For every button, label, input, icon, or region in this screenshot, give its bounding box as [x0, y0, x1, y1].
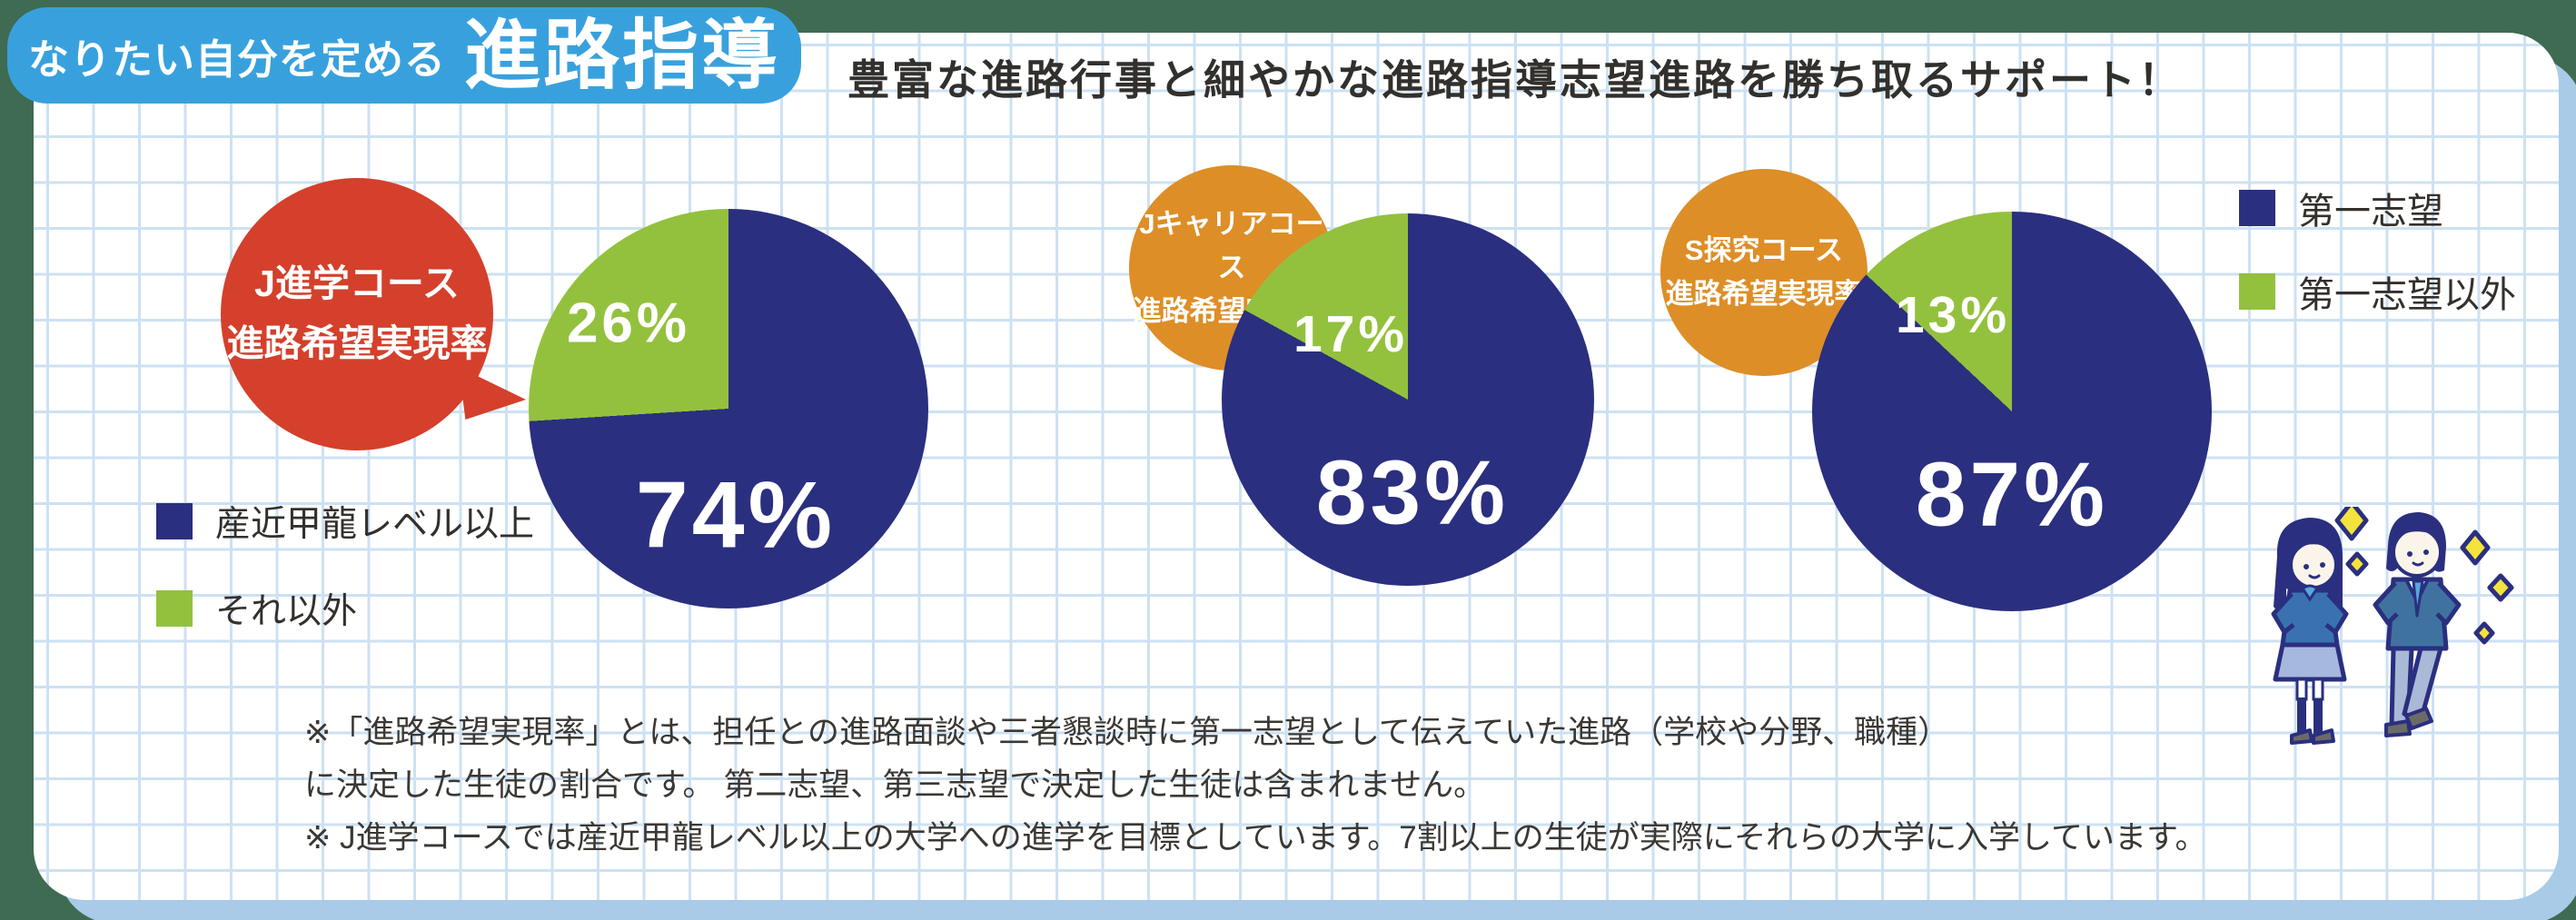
legend-swatch-green [156, 590, 193, 627]
badge-subtitle: なりたい自分を定める [27, 35, 446, 83]
pie-value-minor: 13% [1895, 286, 2011, 344]
callout-line: S探究コース [1684, 233, 1844, 266]
legend-label: 産近甲龍レベル以上 [215, 505, 535, 544]
legend-swatch-green [2239, 273, 2275, 310]
footnote-line: ※ J進学コースでは産近甲龍レベル以上の大学への進学を目標としています。7割以上… [304, 820, 2207, 856]
pie-chart-s-tankyu: 87% 13% [1812, 212, 2212, 611]
section-badge: なりたい自分を定める 進路指導 [7, 7, 801, 104]
callout-line: 進路希望実現率 [226, 322, 488, 364]
legend-item: 産近甲龍レベル以上 [156, 496, 534, 547]
callout-line: Jキャリアコース [1139, 207, 1324, 283]
footnote-line: ※「進路希望実現率」とは、担任との進路面談や三者懇談時に第一志望として伝えていた… [304, 715, 1950, 750]
callout-j-shingaku: J進学コース 進路希望実現率 [221, 178, 526, 450]
footnotes: ※「進路希望実現率」とは、担任との進路面談や三者懇談時に第一志望として伝えていた… [304, 707, 2206, 865]
legend-label: 第一志望以外 [2298, 275, 2516, 315]
legend-swatch-navy [156, 503, 193, 539]
badge-title: 進路指導 [464, 13, 781, 98]
students-illustration [2271, 507, 2514, 745]
pie-chart-j-shingaku: 74% 26% [529, 209, 928, 608]
callout-line: 進路希望実現率 [1665, 278, 1863, 310]
pie-value-minor: 17% [1293, 305, 1409, 363]
pie-value-major: 83% [1315, 441, 1510, 544]
legend-right: 第一志望 第一志望以外 [2239, 182, 2516, 318]
legend-label: 第一志望 [2298, 192, 2443, 232]
girl-figure [2271, 518, 2349, 745]
legend-item: 第一志望以外 [2239, 265, 2516, 318]
pie-value-major: 87% [1915, 443, 2109, 546]
pie-chart-j-career: 83% 17% [1222, 213, 1594, 586]
sparkle-icon [2334, 507, 2514, 645]
pie-value-major: 74% [635, 462, 837, 569]
legend-item: それ以外 [156, 583, 534, 634]
footnote-line: に決定した生徒の割合です。 第二志望、第三志望で決定した生徒は含まれません。 [304, 767, 1486, 803]
legend-item: 第一志望 [2239, 182, 2516, 234]
boy-figure [2373, 512, 2462, 737]
legend-label: それ以外 [215, 592, 358, 631]
legend-swatch-navy [2239, 190, 2275, 226]
pie-value-minor: 26% [566, 292, 691, 355]
legend-left: 産近甲龍レベル以上 それ以外 [156, 496, 534, 634]
headline: 豊富な進路行事と細やかな進路指導志望進路を勝ち取るサポート！ [847, 56, 2183, 104]
callout-line: J進学コース [254, 262, 460, 305]
